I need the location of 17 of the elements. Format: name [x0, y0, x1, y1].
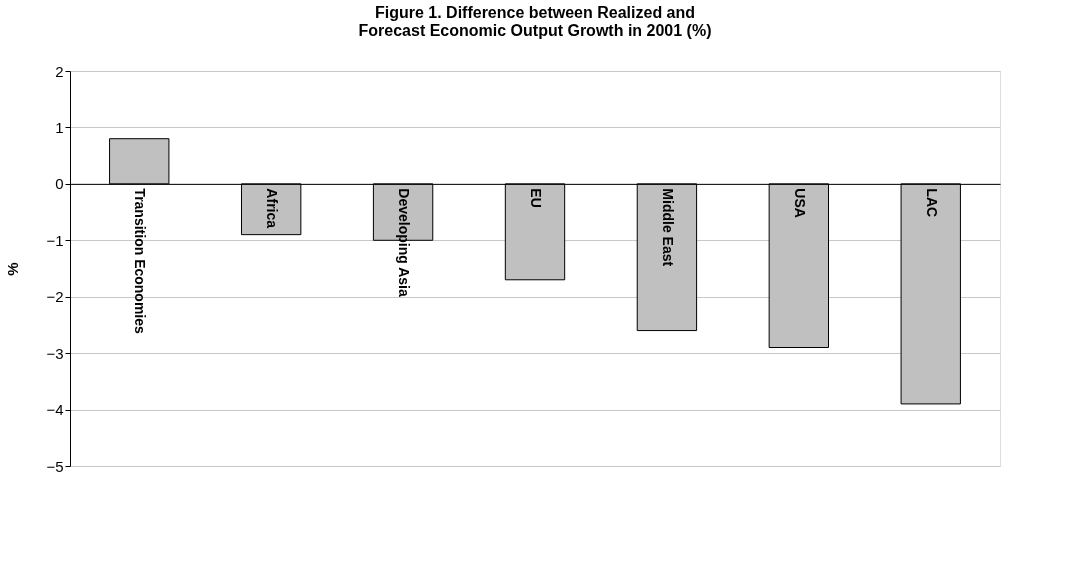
- x-tick-label: LAC: [923, 188, 940, 218]
- y-tick-label: 0: [55, 175, 64, 193]
- x-tick-label: Africa: [264, 188, 281, 229]
- x-tick-label: USA: [791, 188, 808, 218]
- y-tick-label: −5: [46, 457, 64, 475]
- x-tick-label: Transition Economies: [132, 188, 149, 335]
- y-tick-label: −1: [46, 231, 64, 249]
- y-tick-label: −4: [46, 401, 64, 419]
- y-tick-label: 1: [55, 118, 64, 136]
- y-tick-label: −3: [46, 344, 64, 362]
- x-tick-label: Developing Asia: [396, 188, 413, 297]
- x-tick-label: Middle East: [659, 188, 676, 267]
- y-axis-title: %: [4, 262, 22, 276]
- chart-title: Figure 1. Difference between Realized and Forecast Economic Output Growth in 2001 (%): [358, 4, 712, 39]
- y-tick-label: −2: [46, 288, 64, 306]
- y-tick-label: 2: [55, 62, 64, 80]
- x-tick-label: EU: [528, 188, 544, 208]
